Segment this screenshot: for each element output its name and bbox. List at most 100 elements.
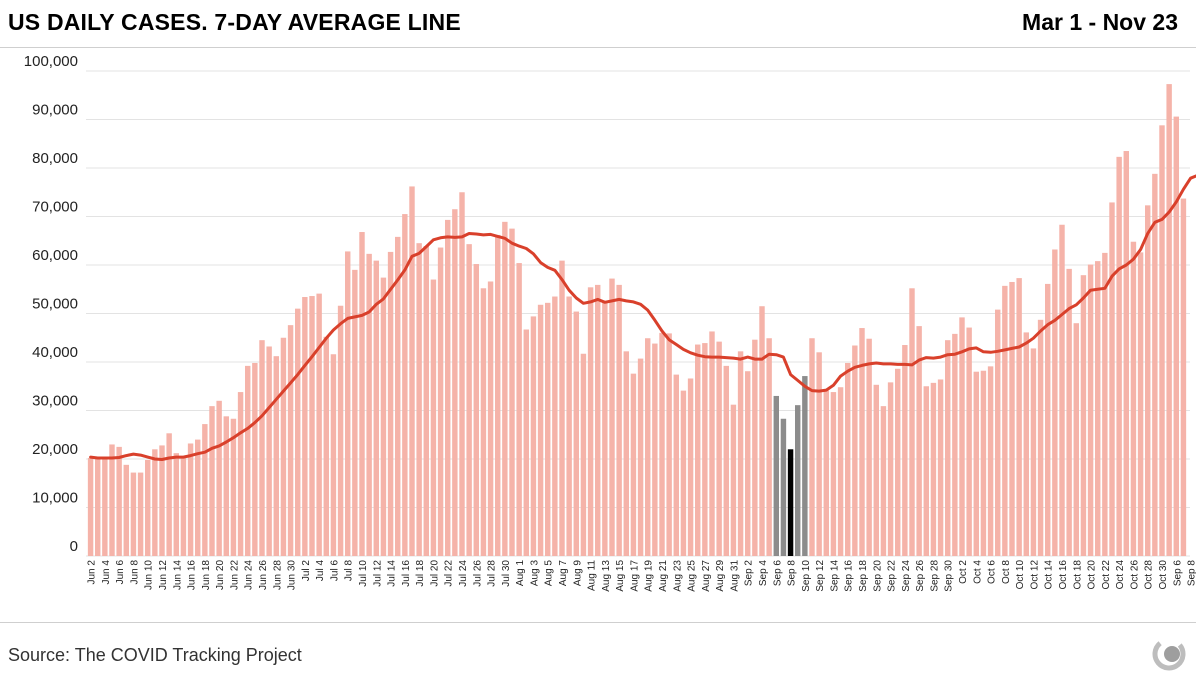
x-tick-label: Jul 6 — [329, 560, 340, 582]
x-tick-label: Oct 26 — [1129, 560, 1140, 590]
x-tick-label: Oct 16 — [1058, 560, 1069, 590]
bar — [430, 279, 437, 556]
x-tick-label: Jun 26 — [258, 560, 269, 590]
bar — [602, 300, 608, 556]
x-tick-label: Jun 28 — [272, 560, 283, 590]
x-tick-label: Sep 26 — [915, 560, 926, 592]
x-tick-label: Sep 8 — [1187, 560, 1196, 587]
bar — [166, 433, 172, 556]
bar — [709, 331, 715, 556]
x-tick-label: Jun 2 — [87, 560, 98, 585]
bar — [823, 390, 829, 556]
x-tick-label: Aug 21 — [658, 560, 669, 592]
x-tick-label: Aug 27 — [701, 560, 712, 592]
bar — [416, 243, 422, 557]
bar — [809, 338, 815, 556]
bar — [580, 353, 587, 556]
bar — [852, 345, 858, 556]
bar — [995, 309, 1001, 556]
bar — [1116, 156, 1122, 556]
x-tick-label: Sep 14 — [829, 560, 840, 592]
bar — [273, 356, 279, 556]
bar — [1045, 283, 1051, 556]
x-tick-label: Jul 16 — [401, 560, 412, 587]
bar — [409, 186, 415, 556]
bar — [137, 472, 144, 556]
bar — [280, 337, 287, 556]
x-tick-label: Sep 18 — [858, 560, 869, 592]
x-tick-label: Sep 24 — [901, 560, 912, 592]
bar — [109, 444, 115, 556]
bar — [123, 464, 129, 556]
bar — [659, 332, 665, 556]
bar — [966, 327, 972, 556]
average-line-series — [89, 174, 1196, 461]
x-tick-label: Jul 28 — [487, 560, 498, 587]
bar — [173, 453, 179, 556]
bar — [266, 346, 272, 556]
bar — [387, 251, 394, 556]
x-tick-label: Aug 5 — [544, 560, 555, 587]
bar — [630, 373, 637, 556]
x-tick-label: Jul 20 — [429, 560, 440, 587]
y-tick-label: 90,000 — [32, 102, 78, 119]
covid-tracking-logo-icon — [1152, 637, 1186, 671]
bar — [687, 378, 694, 556]
x-tick-label: Jul 4 — [315, 560, 326, 582]
chart-title: US DAILY CASES. 7-DAY AVERAGE LINE — [8, 9, 461, 35]
x-tick-label: Jul 22 — [444, 560, 455, 587]
bar — [1002, 285, 1008, 556]
y-tick-label: 30,000 — [32, 393, 78, 410]
bar — [552, 296, 558, 556]
x-tick-label: Jul 8 — [344, 560, 355, 582]
bar — [402, 214, 408, 556]
bar — [209, 406, 215, 556]
bar — [902, 345, 908, 556]
bar — [345, 251, 351, 557]
x-tick-label: Jun 12 — [158, 560, 169, 590]
x-tick-label: Jul 18 — [415, 560, 426, 587]
y-tick-label: 70,000 — [32, 199, 78, 216]
bar — [923, 386, 929, 556]
bar — [530, 316, 537, 556]
bar — [87, 458, 94, 556]
x-tick-label: Sep 20 — [872, 560, 883, 592]
bar — [845, 362, 851, 556]
bar — [1130, 241, 1137, 556]
bar — [509, 228, 515, 556]
bar — [495, 234, 501, 556]
bar — [973, 371, 979, 556]
bar — [330, 354, 337, 556]
bar — [816, 352, 822, 556]
bar — [230, 418, 237, 556]
bar — [1145, 205, 1151, 556]
bar — [680, 390, 687, 556]
bar — [837, 387, 844, 556]
x-tick-label: Jun 16 — [187, 560, 198, 590]
x-tick-label: Sep 6 — [772, 560, 783, 587]
daily-cases-chart: 0 10,000 20,000 30,000 40,000 50,000 60,000 70,… — [24, 53, 1196, 592]
bar — [1030, 348, 1037, 556]
bar — [566, 296, 572, 556]
bar — [773, 395, 779, 556]
bar — [302, 297, 308, 556]
x-tick-label: Aug 9 — [572, 560, 583, 587]
bar — [487, 281, 494, 556]
x-tick-label: Sep 12 — [815, 560, 826, 592]
x-tick-label: Aug 3 — [529, 560, 540, 587]
x-axis: Jun 2 Jun 4 Jun 6 Jun 8 Jun 10 Jun 12 Jun 14 Ju… — [87, 560, 1196, 592]
bar — [445, 219, 451, 556]
x-tick-label: Oct 2 — [958, 560, 969, 584]
bar — [766, 338, 772, 556]
bar — [437, 247, 444, 557]
x-tick-label: Jul 26 — [472, 560, 483, 587]
bar — [1095, 261, 1101, 556]
bar — [180, 458, 187, 556]
bar — [587, 287, 594, 556]
bar — [723, 365, 729, 556]
bar — [980, 370, 987, 556]
y-tick-label: 20,000 — [32, 441, 78, 458]
bar — [116, 446, 122, 556]
bar — [480, 288, 487, 556]
bar — [452, 209, 458, 556]
